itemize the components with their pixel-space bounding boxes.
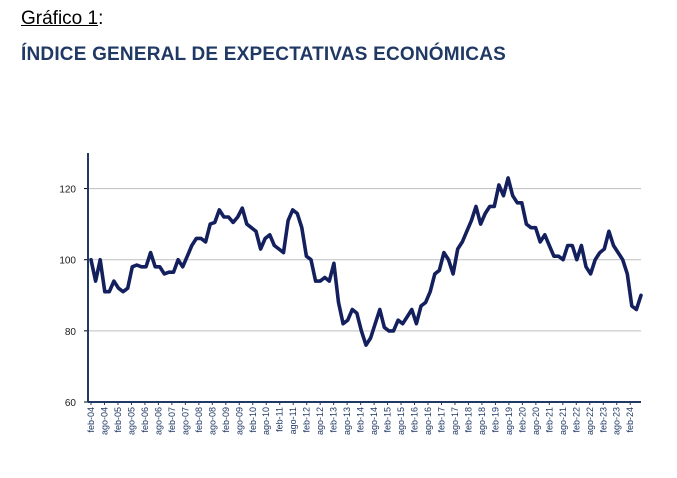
x-tick-label: feb-07 bbox=[167, 407, 177, 433]
x-tick-label: ago-06 bbox=[153, 407, 163, 435]
chart-title: ÍNDICE GENERAL DE EXPECTATIVAS ECONÓMICA… bbox=[21, 44, 507, 65]
x-tick-label: ago-18 bbox=[477, 407, 487, 435]
y-axis-ticks: 60 80 100 120 bbox=[59, 185, 88, 409]
x-tick-label: ago-08 bbox=[207, 407, 217, 435]
x-tick-label: ago-04 bbox=[99, 407, 109, 435]
x-tick-label: feb-22 bbox=[571, 407, 581, 433]
series-line bbox=[89, 176, 643, 347]
x-tick-label: feb-09 bbox=[221, 407, 231, 433]
gridlines bbox=[88, 188, 641, 332]
x-tick-label: ago-15 bbox=[396, 407, 406, 435]
x-tick-label: ago-12 bbox=[315, 407, 325, 435]
x-tick-label: feb-18 bbox=[463, 407, 473, 433]
x-tick-label: ago-23 bbox=[612, 407, 622, 435]
x-tick-label: feb-10 bbox=[248, 407, 258, 433]
x-tick-label: feb-23 bbox=[598, 407, 608, 433]
x-tick-label: ago-07 bbox=[180, 407, 190, 435]
y-tick-label: 120 bbox=[59, 185, 76, 196]
x-tick-label: feb-08 bbox=[194, 407, 204, 433]
x-tick-label: feb-24 bbox=[625, 407, 635, 433]
figure-label-suffix: : bbox=[98, 8, 104, 29]
x-tick-label: ago-11 bbox=[288, 407, 298, 434]
x-tick-label: feb-19 bbox=[490, 407, 500, 433]
x-axis-ticks: feb-04 ago-04 feb-05 ago-05 feb-06 ago-06 feb-… bbox=[86, 402, 635, 435]
x-tick-label: feb-21 bbox=[544, 407, 554, 433]
x-tick-label: feb-17 bbox=[436, 407, 446, 433]
y-tick-label: 100 bbox=[59, 256, 76, 267]
y-tick-label: 80 bbox=[65, 327, 77, 338]
series-layer bbox=[89, 176, 643, 347]
figure-label-text: Gráfico 1 bbox=[21, 8, 99, 29]
x-tick-label: feb-16 bbox=[410, 407, 420, 433]
x-tick-label: ago-13 bbox=[342, 407, 352, 435]
x-tick-label: ago-16 bbox=[423, 407, 433, 435]
y-tick-label: 60 bbox=[65, 398, 77, 409]
x-tick-label: ago-05 bbox=[126, 407, 136, 435]
x-tick-label: feb-05 bbox=[113, 407, 123, 433]
x-tick-label: feb-06 bbox=[140, 407, 150, 433]
x-tick-label: feb-12 bbox=[302, 407, 312, 433]
x-tick-label: ago-10 bbox=[261, 407, 271, 435]
x-tick-label: ago-14 bbox=[369, 407, 379, 435]
x-tick-label: ago-19 bbox=[504, 407, 514, 435]
x-tick-label: feb-13 bbox=[329, 407, 339, 433]
x-tick-label: ago-09 bbox=[234, 407, 244, 435]
x-tick-label: ago-21 bbox=[558, 407, 568, 435]
axes bbox=[87, 153, 641, 403]
x-tick-label: feb-04 bbox=[86, 407, 96, 433]
x-tick-label: feb-20 bbox=[517, 407, 527, 433]
x-tick-label: ago-20 bbox=[531, 407, 541, 435]
x-tick-label: feb-11 bbox=[275, 407, 285, 432]
x-tick-label: feb-14 bbox=[356, 407, 366, 433]
figure-label: Gráfico 1: bbox=[21, 8, 103, 30]
x-tick-label: ago-22 bbox=[585, 407, 595, 435]
x-tick-label: ago-17 bbox=[450, 407, 460, 435]
x-tick-label: feb-15 bbox=[383, 407, 393, 433]
